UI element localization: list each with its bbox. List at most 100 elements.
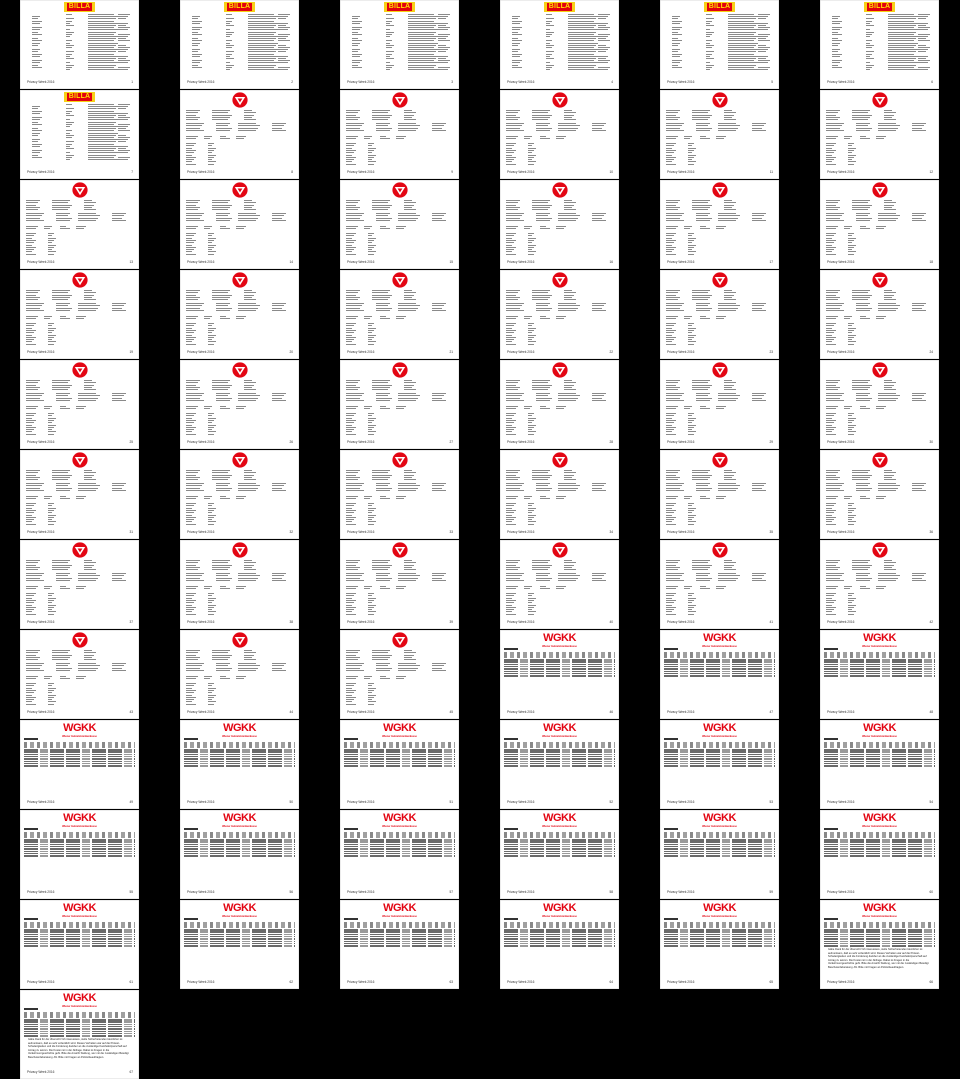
footer-title: Privacy Week 2016	[187, 980, 215, 984]
document-page-thumbnail[interactable]: Privacy Week 2016 39	[340, 540, 459, 629]
document-page-thumbnail[interactable]: WGKK Wiener Gebietskrankenkasse Privacy We…	[820, 630, 939, 719]
document-page-thumbnail[interactable]: Privacy Week 2016 26	[180, 360, 299, 449]
document-page-thumbnail[interactable]: Privacy Week 2016 37	[20, 540, 139, 629]
footer-title: Privacy Week 2016	[667, 530, 695, 534]
document-page-thumbnail[interactable]: WGKK Wiener Gebietskrankenkasse Privacy We…	[500, 810, 619, 899]
document-page-thumbnail[interactable]: Privacy Week 2016 40	[500, 540, 619, 629]
document-page-thumbnail[interactable]: Privacy Week 2016 14	[180, 180, 299, 269]
document-page-thumbnail[interactable]: WGKK Wiener Gebietskrankenkasse Gäbe Dank …	[20, 990, 139, 1079]
document-page-thumbnail[interactable]: BILLA Privacy Week 2016 7	[20, 90, 139, 179]
document-page-thumbnail[interactable]: Privacy Week 2016 28	[500, 360, 619, 449]
page-footer: Privacy Week 2016 12	[827, 170, 933, 174]
document-page-thumbnail[interactable]: Privacy Week 2016 25	[20, 360, 139, 449]
document-page-thumbnail[interactable]: Privacy Week 2016 11	[660, 90, 779, 179]
document-page-thumbnail[interactable]: Privacy Week 2016 17	[660, 180, 779, 269]
document-page-thumbnail[interactable]: WGKK Wiener Gebietskrankenkasse Privacy We…	[340, 900, 459, 989]
form-content	[346, 380, 453, 440]
document-page-thumbnail[interactable]: WGKK Wiener Gebietskrankenkasse Privacy We…	[660, 720, 779, 809]
document-page-thumbnail[interactable]: Privacy Week 2016 20	[180, 270, 299, 359]
document-page-thumbnail[interactable]: Privacy Week 2016 34	[500, 450, 619, 539]
document-page-thumbnail[interactable]: WGKK Wiener Gebietskrankenkasse Privacy We…	[340, 720, 459, 809]
document-page-thumbnail[interactable]: Privacy Week 2016 27	[340, 360, 459, 449]
document-page-thumbnail[interactable]: WGKK Wiener Gebietskrankenkasse Privacy We…	[820, 720, 939, 809]
document-page-thumbnail[interactable]: Privacy Week 2016 22	[500, 270, 619, 359]
page-number: 47	[769, 710, 773, 714]
document-page-thumbnail[interactable]: Privacy Week 2016 23	[660, 270, 779, 359]
document-page-thumbnail[interactable]: WGKK Wiener Gebietskrankenkasse Privacy We…	[500, 630, 619, 719]
document-page-thumbnail[interactable]: Privacy Week 2016 30	[820, 360, 939, 449]
document-page-thumbnail[interactable]: WGKK Wiener Gebietskrankenkasse Gäbe Dank …	[820, 900, 939, 989]
page-footer: Privacy Week 2016 51	[347, 800, 453, 804]
wgkk-logo-subtitle: Wiener Gebietskrankenkasse	[862, 645, 897, 648]
document-page-thumbnail[interactable]: Privacy Week 2016 38	[180, 540, 299, 629]
wgkk-logo: WGKK Wiener Gebietskrankenkasse	[382, 723, 417, 739]
document-page-thumbnail[interactable]: Privacy Week 2016 44	[180, 630, 299, 719]
page-header-logo: WGKK Wiener Gebietskrankenkasse	[660, 903, 779, 919]
document-page-thumbnail[interactable]: WGKK Wiener Gebietskrankenkasse Privacy We…	[660, 630, 779, 719]
document-page-thumbnail[interactable]: Privacy Week 2016 35	[660, 450, 779, 539]
document-page-thumbnail[interactable]: WGKK Wiener Gebietskrankenkasse Privacy We…	[340, 810, 459, 899]
document-page-thumbnail[interactable]: BILLA Privacy Week 2016 2	[180, 0, 299, 89]
document-page-thumbnail[interactable]: Privacy Week 2016 13	[20, 180, 139, 269]
document-page-thumbnail[interactable]: Privacy Week 2016 42	[820, 540, 939, 629]
data-table	[344, 738, 455, 768]
document-page-thumbnail[interactable]: WGKK Wiener Gebietskrankenkasse Privacy We…	[500, 720, 619, 809]
form-content	[26, 470, 133, 530]
document-page-thumbnail[interactable]: Privacy Week 2016 41	[660, 540, 779, 629]
page-header-logo	[20, 632, 139, 648]
document-page-thumbnail[interactable]: BILLA Privacy Week 2016 5	[660, 0, 779, 89]
document-page-thumbnail[interactable]: WGKK Wiener Gebietskrankenkasse Privacy We…	[180, 900, 299, 989]
document-page-thumbnail[interactable]: Privacy Week 2016 19	[20, 270, 139, 359]
wgkk-logo-text: WGKK	[863, 632, 896, 644]
page-number: 51	[449, 800, 453, 804]
document-page-thumbnail[interactable]: BILLA Privacy Week 2016 4	[500, 0, 619, 89]
page-number: 14	[289, 260, 293, 264]
document-page-thumbnail[interactable]: WGKK Wiener Gebietskrankenkasse Privacy We…	[660, 900, 779, 989]
wgkk-logo: WGKK Wiener Gebietskrankenkasse	[222, 813, 257, 829]
document-page-thumbnail[interactable]: Privacy Week 2016 33	[340, 450, 459, 539]
document-page-thumbnail[interactable]: Privacy Week 2016 29	[660, 360, 779, 449]
document-page-thumbnail[interactable]: WGKK Wiener Gebietskrankenkasse Privacy We…	[180, 720, 299, 809]
document-page-thumbnail[interactable]: Privacy Week 2016 21	[340, 270, 459, 359]
document-page-thumbnail[interactable]: Privacy Week 2016 10	[500, 90, 619, 179]
document-page-thumbnail[interactable]: Privacy Week 2016 45	[340, 630, 459, 719]
footer-title: Privacy Week 2016	[667, 620, 695, 624]
document-page-thumbnail[interactable]: Privacy Week 2016 9	[340, 90, 459, 179]
document-page-thumbnail[interactable]: Privacy Week 2016 36	[820, 450, 939, 539]
document-page-thumbnail[interactable]: BILLA Privacy Week 2016 3	[340, 0, 459, 89]
footer-title: Privacy Week 2016	[507, 440, 535, 444]
footer-title: Privacy Week 2016	[667, 890, 695, 894]
document-page-thumbnail[interactable]: Privacy Week 2016 15	[340, 180, 459, 269]
form-content	[826, 560, 933, 620]
document-page-thumbnail[interactable]: Privacy Week 2016 31	[20, 450, 139, 539]
document-page-thumbnail[interactable]: WGKK Wiener Gebietskrankenkasse Privacy We…	[660, 810, 779, 899]
document-page-thumbnail[interactable]: Privacy Week 2016 18	[820, 180, 939, 269]
document-page-thumbnail[interactable]: Privacy Week 2016 43	[20, 630, 139, 719]
form-content	[666, 560, 773, 620]
document-page-thumbnail[interactable]: WGKK Wiener Gebietskrankenkasse Privacy We…	[180, 810, 299, 899]
document-page-thumbnail[interactable]: Privacy Week 2016 12	[820, 90, 939, 179]
document-page-thumbnail[interactable]: Privacy Week 2016 16	[500, 180, 619, 269]
document-page-thumbnail[interactable]: Privacy Week 2016 32	[180, 450, 299, 539]
form-content	[346, 560, 453, 620]
document-page-thumbnail[interactable]: WGKK Wiener Gebietskrankenkasse Privacy We…	[20, 810, 139, 899]
form-content	[666, 380, 773, 440]
page-footer: Privacy Week 2016 40	[507, 620, 613, 624]
wgkk-logo: WGKK Wiener Gebietskrankenkasse	[702, 813, 737, 829]
document-page-thumbnail[interactable]: BILLA Privacy Week 2016 1	[20, 0, 139, 89]
document-page-thumbnail[interactable]: WGKK Wiener Gebietskrankenkasse Privacy We…	[500, 900, 619, 989]
post-logo-icon	[71, 362, 88, 378]
document-page-thumbnail[interactable]: Privacy Week 2016 24	[820, 270, 939, 359]
form-content	[506, 560, 613, 620]
document-page-thumbnail[interactable]: WGKK Wiener Gebietskrankenkasse Privacy We…	[820, 810, 939, 899]
page-number: 4	[611, 80, 613, 84]
footer-title: Privacy Week 2016	[27, 710, 55, 714]
document-page-thumbnail[interactable]: WGKK Wiener Gebietskrankenkasse Privacy We…	[20, 900, 139, 989]
page-header-logo	[820, 452, 939, 468]
document-page-thumbnail[interactable]: Privacy Week 2016 8	[180, 90, 299, 179]
post-logo-icon	[711, 452, 728, 468]
data-table	[664, 738, 775, 768]
document-page-thumbnail[interactable]: BILLA Privacy Week 2016 6	[820, 0, 939, 89]
footer-title: Privacy Week 2016	[347, 80, 375, 84]
document-page-thumbnail[interactable]: WGKK Wiener Gebietskrankenkasse Privacy We…	[20, 720, 139, 809]
